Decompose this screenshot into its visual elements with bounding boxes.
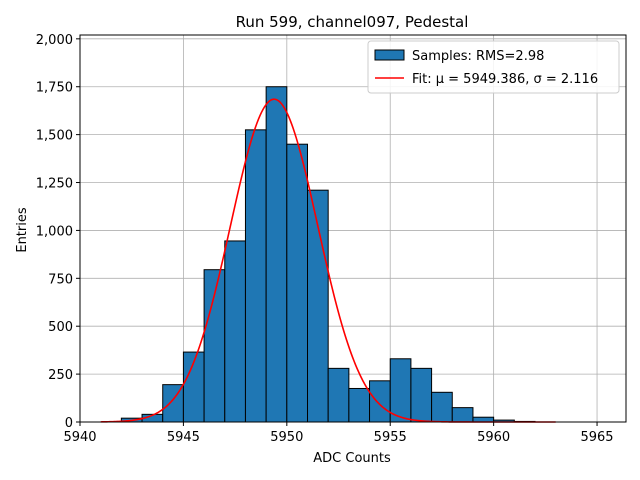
- x-axis-ticks: 5940 5945 5950 5955 5960 5965: [63, 422, 614, 445]
- y-tick-label: 2,000: [36, 33, 73, 48]
- legend-label: Fit: μ = 5949.386, σ = 2.116: [412, 72, 598, 87]
- plot-frame: [79, 34, 627, 423]
- y-tick-label: 1,750: [36, 81, 73, 96]
- x-tick-label: 5965: [580, 430, 613, 445]
- y-axis-label: Entries: [15, 207, 30, 253]
- histogram-bar: [286, 143, 308, 423]
- histogram-bar: [244, 129, 267, 423]
- histogram-bar: [348, 387, 371, 423]
- y-tick-label: 1,500: [36, 129, 73, 144]
- histogram-bar: [431, 391, 453, 423]
- legend-box: [367, 40, 620, 94]
- y-tick-label: 500: [48, 320, 73, 335]
- chart-title: Run 599, channel097, Pedestal: [236, 13, 469, 31]
- x-axis-label: ADC Counts: [313, 451, 391, 466]
- x-tick-label: 5960: [477, 430, 510, 445]
- y-tick-label: 0: [65, 416, 73, 431]
- histogram-bar: [451, 407, 474, 423]
- y-tick-label: 1,250: [36, 177, 73, 192]
- y-tick-label: 1,000: [36, 224, 73, 239]
- legend-swatch-samples: [374, 49, 405, 61]
- histogram-bar: [410, 367, 433, 423]
- x-tick-label: 5955: [374, 430, 407, 445]
- y-axis-ticks: 0 250 500 750 1,000 1,250 1,500 1,750 2,000: [36, 33, 80, 431]
- x-tick-label: 5950: [270, 430, 303, 445]
- histogram-bar: [389, 358, 412, 423]
- x-tick-label: 5945: [167, 430, 200, 445]
- x-tick-label: 5940: [63, 430, 96, 445]
- y-tick-label: 250: [48, 368, 73, 383]
- histogram-bars: [120, 86, 536, 423]
- histogram-bar: [265, 86, 288, 423]
- y-tick-label: 750: [48, 272, 73, 287]
- legend-label: Samples: RMS=2.98: [412, 49, 544, 64]
- histogram-bar: [224, 240, 246, 423]
- legend: Samples: RMS=2.98 Fit: μ = 5949.386, σ = …: [367, 40, 620, 94]
- histogram-bar: [327, 367, 350, 423]
- histogram-bar: [369, 380, 391, 423]
